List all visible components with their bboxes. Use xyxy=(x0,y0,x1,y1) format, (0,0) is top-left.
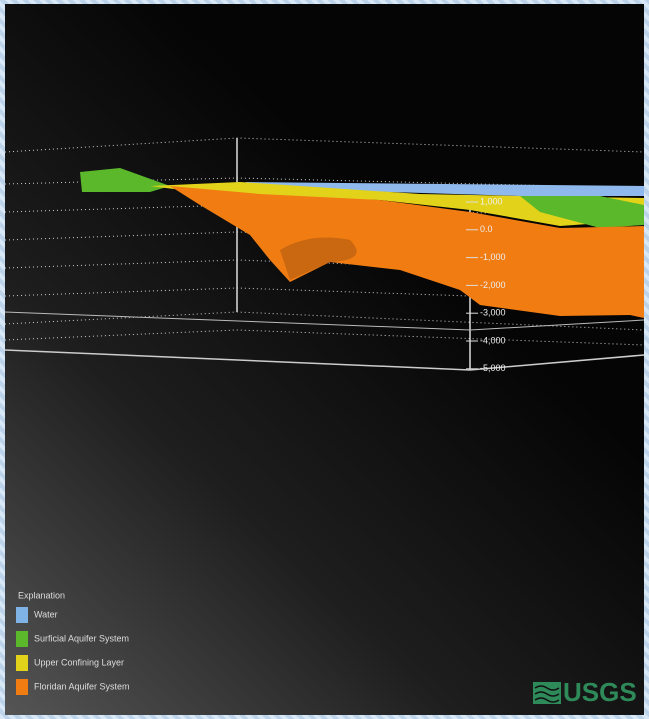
tick-label: -1,000 xyxy=(480,252,506,262)
legend-label: Water xyxy=(34,609,58,619)
tick-label: 1,000 xyxy=(480,196,503,206)
tick-label: -5,000 xyxy=(480,363,506,373)
legend-swatch xyxy=(16,679,28,695)
tick-label: -4,000 xyxy=(480,335,506,345)
tick-label: -2,000 xyxy=(480,280,506,290)
axis: 1,000 0.0 -1,000 -2,000 -3,000 -4,000 -5,000 xyxy=(466,196,506,373)
geology xyxy=(80,168,644,318)
logo-text: USGS xyxy=(563,677,637,707)
tick-label: -3,000 xyxy=(480,308,506,318)
viewport xyxy=(5,4,644,715)
legend-swatch xyxy=(16,631,28,647)
legend-label: Surficial Aquifer System xyxy=(34,633,129,643)
legend-swatch xyxy=(16,607,28,623)
legend-label: Upper Confining Layer xyxy=(34,657,124,667)
tick-label: 0.0 xyxy=(480,224,493,234)
logo: USGS xyxy=(533,677,637,707)
legend: Explanation Water Surficial Aquifer Syste… xyxy=(16,590,130,695)
legend-swatch xyxy=(16,655,28,671)
legend-title: Explanation xyxy=(18,590,65,600)
legend-label: Floridan Aquifer System xyxy=(34,681,130,691)
